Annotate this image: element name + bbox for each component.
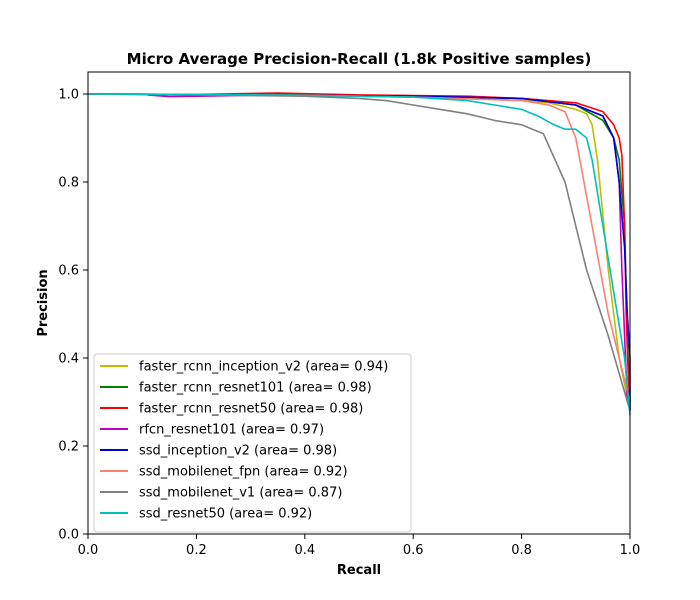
x-tick-label: 0.6 <box>403 543 424 558</box>
legend-label: ssd_mobilenet_fpn (area= 0.92) <box>139 465 348 480</box>
y-axis: 0.0 0.2 0.4 0.6 0.8 1.0 <box>58 88 88 543</box>
y-tick-label: 0.8 <box>58 176 79 191</box>
chart-title: Micro Average Precision-Recall (1.8k Pos… <box>127 50 592 68</box>
legend-label: faster_rcnn_resnet101 (area= 0.98) <box>139 381 372 396</box>
legend: faster_rcnn_inception_v2 (area= 0.94) fas… <box>93 353 412 533</box>
plot-frame <box>87 71 631 535</box>
y-tick-label: 1.0 <box>58 88 79 103</box>
series-layer <box>87 92 631 416</box>
legend-label: ssd_inception_v2 (area= 0.98) <box>139 444 337 459</box>
x-tick-label: 0.4 <box>294 543 315 558</box>
x-tick-label: 1.0 <box>620 543 641 558</box>
legend-box <box>93 353 412 533</box>
series-line-7 <box>87 93 631 416</box>
x-axis-label: Recall <box>337 563 381 578</box>
legend-label: ssd_mobilenet_v1 (area= 0.87) <box>139 486 342 501</box>
y-tick-label: 0.2 <box>58 440 79 455</box>
x-tick-label: 0.2 <box>186 543 207 558</box>
y-axis-label: Precision <box>36 269 51 336</box>
x-axis: 0.0 0.2 0.4 0.6 0.8 1.0 <box>78 534 641 558</box>
legend-label: rfcn_resnet101 (area= 0.97) <box>139 423 324 438</box>
legend-label: faster_rcnn_inception_v2 (area= 0.94) <box>139 360 388 375</box>
series-line-6 <box>87 93 631 412</box>
x-tick-label: 0.8 <box>511 543 532 558</box>
y-tick-label: 0.6 <box>58 264 79 279</box>
y-tick-label: 0.0 <box>58 528 79 543</box>
legend-label: ssd_resnet50 (area= 0.92) <box>139 507 312 522</box>
x-tick-label: 0.0 <box>78 543 99 558</box>
legend-label: faster_rcnn_resnet50 (area= 0.98) <box>139 402 363 417</box>
y-tick-label: 0.4 <box>58 352 79 367</box>
